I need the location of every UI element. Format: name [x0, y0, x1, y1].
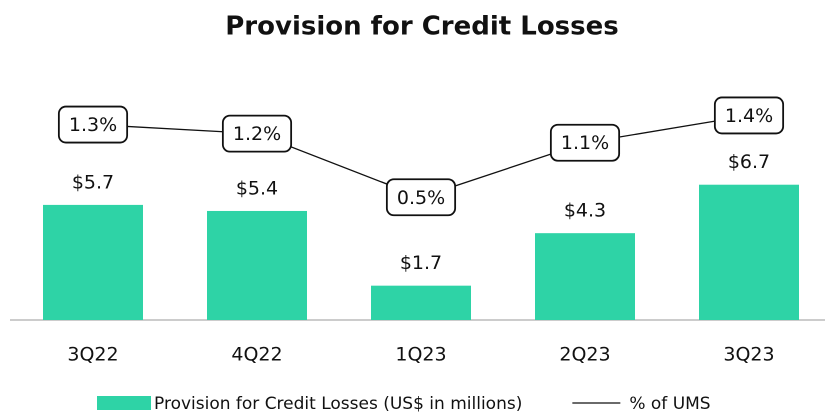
legend-label: % of UMS: [629, 394, 710, 414]
x-tick-label: 4Q22: [231, 344, 282, 366]
data-label: 1.1%: [561, 132, 609, 154]
x-tick-label: 1Q23: [395, 344, 446, 366]
data-label: $1.7: [400, 252, 442, 274]
chart-title: Provision for Credit Losses: [225, 12, 619, 42]
data-label-box: 1.2%: [221, 114, 293, 153]
bar: [699, 184, 799, 320]
legend-label: Provision for Credit Losses (US$ in mill…: [154, 394, 522, 414]
data-label: 1.2%: [233, 123, 281, 145]
data-label: 1.4%: [725, 105, 773, 127]
data-label-box: 1.4%: [713, 96, 785, 135]
data-label-box: 0.5%: [385, 178, 457, 217]
label-box: [385, 178, 457, 217]
data-label: 0.5%: [397, 187, 445, 209]
data-label-box: 1.1%: [549, 123, 621, 162]
label-box: [221, 114, 293, 153]
x-tick-label: 2Q23: [559, 344, 610, 366]
bar: [207, 210, 307, 320]
data-label: 1.3%: [69, 114, 117, 136]
label-box: [713, 96, 785, 135]
bar: [43, 204, 143, 320]
x-tick-label: 3Q23: [723, 344, 774, 366]
data-label: $5.4: [236, 177, 278, 199]
data-label-box: 1.3%: [57, 105, 129, 144]
data-label: $5.7: [72, 171, 114, 193]
x-tick-label: 3Q22: [67, 344, 118, 366]
legend-swatch: [97, 396, 151, 410]
bar: [535, 233, 635, 320]
label-box: [549, 123, 621, 162]
label-box: [57, 105, 129, 144]
data-label: $4.3: [564, 200, 606, 222]
bar: [371, 285, 471, 320]
data-label: $6.7: [728, 151, 770, 173]
